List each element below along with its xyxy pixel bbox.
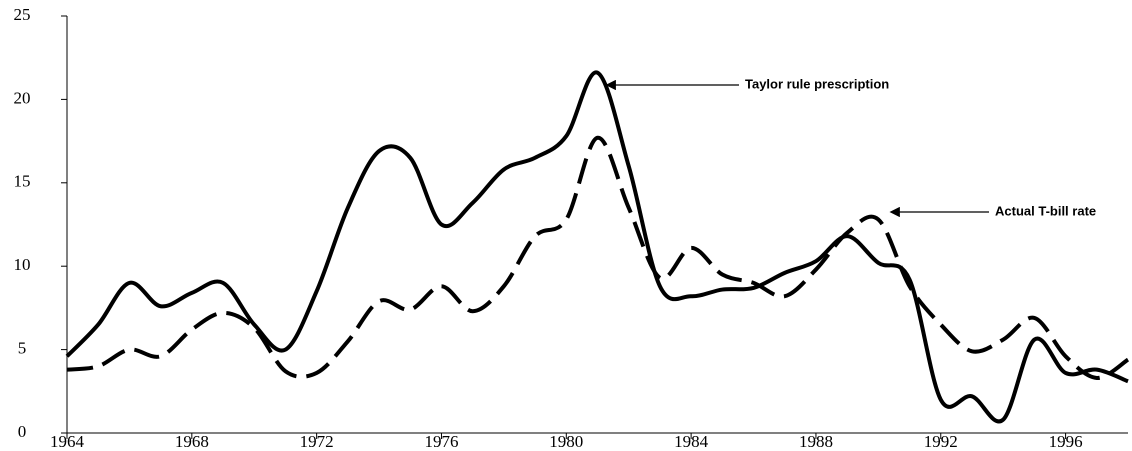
y-tick-label: 25 — [14, 5, 31, 24]
line-series — [65, 70, 1129, 424]
x-tick-label: 1984 — [674, 432, 709, 451]
x-tick-label: 1992 — [924, 432, 958, 451]
x-tick-label: 1996 — [1049, 432, 1083, 451]
x-tick-label: 1968 — [175, 432, 209, 451]
annotation: Actual T-bill rate — [995, 203, 1096, 218]
x-tick-label: 1972 — [300, 432, 334, 451]
y-tick-label: 10 — [14, 255, 31, 274]
y-tick-label: 15 — [14, 172, 31, 191]
y-tick-label: 5 — [18, 339, 27, 358]
line-series — [66, 135, 1130, 380]
x-tick-label: 1988 — [799, 432, 833, 451]
y-tick-label: 20 — [14, 88, 31, 107]
y-tick-label: 0 — [18, 422, 27, 441]
annotation: Taylor rule prescription — [745, 76, 889, 91]
x-tick-label: 1980 — [549, 432, 583, 451]
x-tick-label: 1964 — [50, 432, 85, 451]
x-tick-label: 1976 — [424, 432, 458, 451]
